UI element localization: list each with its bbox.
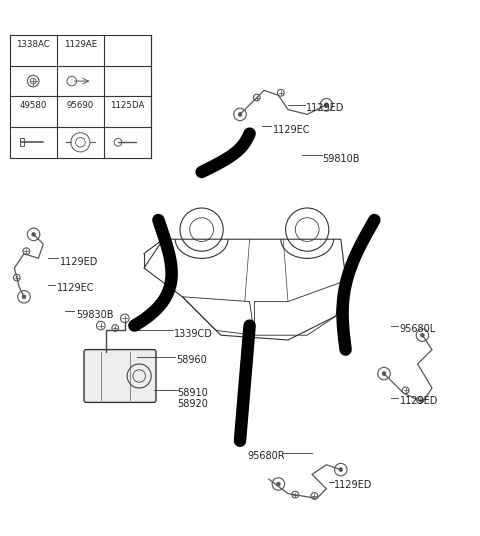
Text: 1129ED: 1129ED [60,257,98,267]
Text: 95690: 95690 [67,101,94,110]
Circle shape [420,333,424,337]
Circle shape [22,295,26,299]
Text: 59810B: 59810B [323,153,360,163]
Circle shape [276,482,280,486]
Text: 1125DA: 1125DA [110,101,145,110]
Text: 1339CD: 1339CD [174,329,213,339]
Circle shape [324,103,328,107]
Circle shape [339,468,343,472]
Text: 1129EC: 1129EC [273,125,310,135]
Text: 59830B: 59830B [76,310,113,319]
FancyBboxPatch shape [84,349,156,403]
Circle shape [238,113,242,116]
Text: 49580: 49580 [20,101,47,110]
Text: 1129ED: 1129ED [334,480,372,490]
Text: 58910
58920: 58910 58920 [178,388,208,410]
Circle shape [32,233,36,236]
Text: 95680R: 95680R [247,451,285,461]
Text: 1129AE: 1129AE [64,40,97,49]
Text: 95680L: 95680L [400,324,436,334]
Text: 1129EC: 1129EC [57,283,94,293]
Text: 1129ED: 1129ED [400,397,438,406]
Text: 1338AC: 1338AC [16,40,50,49]
Bar [20,138,24,146]
Text: 58960: 58960 [177,355,207,365]
Text: 1129ED: 1129ED [306,103,345,113]
Circle shape [382,372,386,376]
